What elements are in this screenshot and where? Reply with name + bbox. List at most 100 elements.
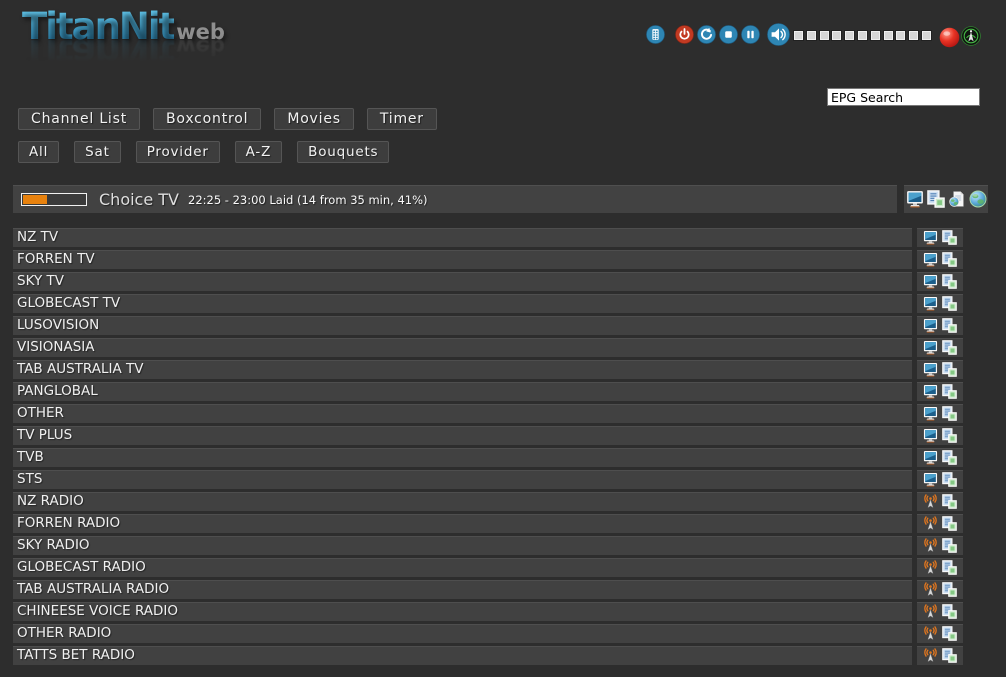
tv-icon[interactable] [923,362,938,377]
pause-icon [741,25,760,44]
filter-button-sat[interactable]: Sat [74,141,121,163]
epg-pages-icon[interactable] [942,626,957,641]
epg-pages-icon[interactable] [942,648,957,663]
volume-bar[interactable] [794,31,931,40]
channel-name[interactable]: STS [13,470,912,489]
channel-name[interactable]: NZ TV [13,228,912,247]
channel-name[interactable]: TVB [13,448,912,467]
channel-name[interactable]: TAB AUSTRALIA RADIO [13,580,912,599]
channel-name[interactable]: FORREN TV [13,250,912,269]
radio-icon[interactable] [923,494,938,509]
epg-pages-icon[interactable] [942,384,957,399]
volume-segment[interactable] [819,31,829,40]
channel-name[interactable]: GLOBECAST TV [13,294,912,313]
nav-button-channel-list[interactable]: Channel List [18,108,140,130]
channel-name[interactable]: OTHER [13,404,912,423]
volume-segment[interactable] [845,31,855,40]
channel-name[interactable]: FORREN RADIO [13,514,912,533]
volume-segment[interactable] [806,31,816,40]
channel-name[interactable]: TV PLUS [13,426,912,445]
channel-name[interactable]: SKY RADIO [13,536,912,555]
mute-button[interactable] [767,23,790,46]
tv-icon[interactable] [923,450,938,465]
tv-icon[interactable] [923,406,938,421]
remote-button[interactable] [646,25,665,44]
channel-name[interactable]: TAB AUSTRALIA TV [13,360,912,379]
tv-icon[interactable] [923,318,938,333]
channel-name[interactable]: VISIONASIA [13,338,912,357]
channel-name[interactable]: SKY TV [13,272,912,291]
pause-button[interactable] [741,25,760,44]
volume-segment[interactable] [896,31,906,40]
filter-button-a-z[interactable]: A-Z [234,141,283,163]
tv-icon[interactable] [923,384,938,399]
epg-pages-icon[interactable] [942,340,957,355]
record-button[interactable] [939,27,960,48]
logo-reflection: TitanNitweb [22,31,225,74]
tv-icon[interactable] [923,340,938,355]
tv-icon[interactable] [923,274,938,289]
volume-segment[interactable] [909,31,919,40]
epg-pages-icon[interactable] [942,252,957,267]
radio-icon[interactable] [923,538,938,553]
radio-icon[interactable] [923,560,938,575]
volume-segment[interactable] [921,31,931,40]
epg-pages-icon[interactable] [942,362,957,377]
radio-icon[interactable] [923,582,938,597]
logo-title: TitanNit [22,5,176,48]
channel-name[interactable]: CHINEESE VOICE RADIO [13,602,912,621]
channel-name[interactable]: NZ RADIO [13,492,912,511]
radio-icon[interactable] [923,626,938,641]
tv-icon[interactable] [923,428,938,443]
tv-icon[interactable] [923,252,938,267]
channel-row: TATTS BET RADIO [13,646,963,665]
nav-button-boxcontrol[interactable]: Boxcontrol [153,108,262,130]
nav-button-timer[interactable]: Timer [366,108,437,130]
filter-button-provider[interactable]: Provider [135,141,220,163]
volume-segment[interactable] [870,31,880,40]
tv-icon[interactable] [923,296,938,311]
epg-pages-icon[interactable] [942,494,957,509]
epg-pages-icon[interactable] [942,230,957,245]
tv-monitor-icon[interactable] [906,190,924,208]
epg-pages-icon[interactable] [942,318,957,333]
epg-document-icon[interactable] [948,190,966,208]
power-button[interactable] [675,25,694,44]
epg-pages-icon[interactable] [942,274,957,289]
epg-pages-icon[interactable] [927,190,945,208]
epg-pages-icon[interactable] [942,406,957,421]
nav-button-movies[interactable]: Movies [274,108,354,130]
epg-pages-icon[interactable] [942,538,957,553]
channel-name[interactable]: PANGLOBAL [13,382,912,401]
epg-pages-icon[interactable] [942,472,957,487]
channel-name[interactable]: LUSOVISION [13,316,912,335]
radio-icon[interactable] [923,648,938,663]
tv-icon[interactable] [923,472,938,487]
channel-name[interactable]: OTHER RADIO [13,624,912,643]
filter-button-all[interactable]: All [18,141,60,163]
web-globe-icon[interactable] [969,190,987,208]
epg-pages-icon[interactable] [942,604,957,619]
epg-pages-icon[interactable] [942,450,957,465]
stop-button[interactable] [719,25,738,44]
restart-button[interactable] [697,25,716,44]
volume-segment[interactable] [883,31,893,40]
volume-segment[interactable] [832,31,842,40]
radio-icon[interactable] [923,604,938,619]
tv-icon[interactable] [923,230,938,245]
epg-pages-icon[interactable] [942,516,957,531]
volume-segment[interactable] [794,31,803,40]
volume-segment[interactable] [857,31,867,40]
filter-button-bouquets[interactable]: Bouquets [297,141,390,163]
nav-tabs: Channel List Boxcontrol Movies Timer [18,108,437,130]
channel-name[interactable]: TATTS BET RADIO [13,646,912,665]
channel-row: NZ RADIO [13,492,963,511]
epg-search-input[interactable] [827,88,980,106]
epg-pages-icon[interactable] [942,560,957,575]
epg-pages-icon[interactable] [942,582,957,597]
channel-name[interactable]: GLOBECAST RADIO [13,558,912,577]
epg-pages-icon[interactable] [942,428,957,443]
epg-pages-icon[interactable] [942,296,957,311]
stream-button[interactable] [961,26,981,46]
radio-icon[interactable] [923,516,938,531]
